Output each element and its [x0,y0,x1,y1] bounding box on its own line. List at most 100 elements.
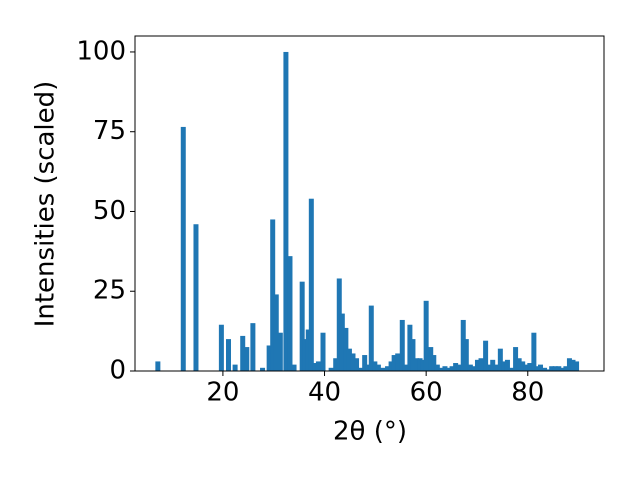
bar [420,359,426,371]
bar [232,364,238,371]
bar [244,347,250,371]
bar [434,364,440,371]
bar [270,219,276,371]
x-tick-label: 80 [511,378,544,408]
bar [471,366,477,371]
bar [375,364,381,371]
y-tick-label: 25 [93,276,126,306]
bar [395,353,401,371]
bar [501,361,507,371]
bar [410,339,416,371]
bar [273,294,279,371]
bar [542,367,548,371]
bar [428,347,434,371]
bar [250,323,256,371]
y-tick-label: 0 [109,356,126,386]
bar [358,367,364,371]
bar [225,339,231,371]
bar [333,358,339,371]
bar [391,355,397,371]
bar [193,224,199,371]
y-tick-label: 100 [76,36,126,66]
bar [504,359,510,371]
bar [336,278,342,371]
bar [527,363,533,371]
bar [354,358,360,371]
bar [552,366,558,371]
bar [305,329,311,371]
bar [362,355,368,371]
bar [399,319,405,371]
bar [402,364,408,371]
bar [545,369,551,371]
bar [407,324,413,371]
bar [346,348,352,371]
bar [414,358,420,371]
bar [442,366,448,371]
bar [339,313,345,371]
bar [497,348,503,371]
bar [423,300,429,371]
bar [312,363,318,371]
bar [308,198,314,371]
bar [438,367,444,371]
bar [302,339,308,371]
bar [380,367,386,371]
bar [277,332,283,371]
bar [460,319,466,371]
bar [372,361,378,371]
bar [516,358,522,371]
bar [566,358,572,371]
bar [570,359,576,371]
plot-frame [134,35,605,372]
bar [266,345,272,371]
bar [328,367,334,371]
x-axis-label: 2θ (°) [333,417,407,447]
bar [431,355,437,371]
y-tick-label: 50 [93,196,126,226]
y-axis-label: Intensities (scaled) [31,81,61,328]
bar [549,366,555,371]
y-tick-label: 75 [93,116,126,146]
bar [534,366,540,371]
bar [368,305,374,371]
bar [299,281,305,371]
bar [474,359,480,371]
bar [531,332,537,371]
x-tick-label: 20 [206,378,239,408]
bar [343,327,349,371]
bar [287,256,293,371]
bar [388,361,394,371]
bar [350,353,356,371]
bar [513,347,519,371]
bar [449,366,455,371]
bar [218,324,224,371]
bar [291,364,297,371]
bar [520,361,526,371]
bar [315,361,321,371]
bar [523,364,529,371]
bar [493,364,499,371]
bar [260,367,266,371]
bar [453,363,459,371]
bar [559,367,565,371]
bar [556,366,562,371]
x-tick-label: 40 [308,378,341,408]
bar [486,364,492,371]
bar [240,335,246,371]
bar [483,340,489,371]
bar [574,361,580,371]
bar [463,339,469,371]
bar [509,367,515,371]
bar [478,358,484,371]
bar [467,364,473,371]
bar [446,367,452,371]
bar [320,332,326,371]
bar [385,366,391,371]
bar [155,361,161,371]
bar [180,126,186,371]
bar [537,364,543,371]
bar [456,364,462,371]
bar [283,51,289,371]
